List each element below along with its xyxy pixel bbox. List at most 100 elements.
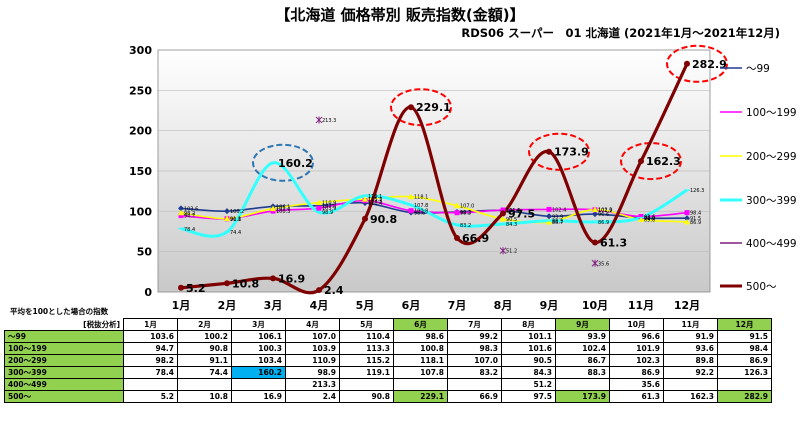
data-label: 92.2 [644,216,655,222]
data-point [638,216,644,223]
data-label: 100.3 [276,209,290,215]
table-cell: 5.2 [123,390,178,403]
table-column-header: 1月 [123,318,178,331]
data-point [408,193,414,200]
table-cell: 93.9 [555,330,610,343]
table-cell: 91.1 [177,354,232,367]
legend-label: 300～399 [746,195,797,207]
data-label: 98.2 [184,211,195,217]
data-label: 110.9 [322,201,336,207]
table-column-header: 12月 [717,318,772,331]
data-label: 66.9 [462,232,489,245]
table-cell [717,378,772,391]
data-label: 103.9 [322,206,336,212]
table-cell: 101.9 [609,342,664,355]
table-cell: 2.4 [285,390,340,403]
table-cell: 90.5 [501,354,556,367]
data-label: 101.6 [506,208,520,214]
data-label: 103.4 [276,207,290,213]
table-cell: 94.7 [123,342,178,355]
table-cell: 110.9 [285,354,340,367]
x-tick-label: 9月 [540,299,559,312]
table-cell: 106.1 [231,330,286,343]
table-cell [555,378,610,391]
data-label: 107.8 [414,203,428,209]
table-cell: 113.3 [339,342,394,355]
line-chart: 0 50 100 150 200 250 300 1月 2月 3月 4月 5月 6月 7月 8月 9月 10月… [129,44,797,312]
table-row-label: 500～ [4,390,124,403]
table-cell: 86.9 [609,366,664,379]
table-row-label: ～99 [4,330,124,343]
table-row-label: 200～299 [4,354,124,367]
table-cell [339,378,394,391]
data-point [546,148,552,155]
table-cell: 86.7 [555,354,610,367]
table-cell [393,378,448,391]
data-label: 51.2 [506,249,517,255]
data-point [546,213,552,220]
table-cell: 86.9 [717,354,772,367]
x-tick-label: 10月 [582,299,608,312]
table-cell: 282.9 [717,390,772,403]
data-point [638,213,644,219]
data-point [684,218,690,225]
data-label: 35.6 [598,261,609,267]
highlight-circle [252,143,314,182]
table-column-header: 10月 [609,318,664,331]
data-point [270,208,276,214]
table-row: 400～499 213.3 51.2 35.6 [4,378,772,391]
table-cell: 103.6 [123,330,178,343]
data-label: 91.5 [690,216,701,222]
table-cell: 16.9 [231,390,286,403]
data-point [499,247,507,255]
table-cell: 103.4 [231,354,286,367]
table-cell: 173.9 [555,390,610,403]
data-label: 126.3 [690,188,704,194]
data-point [454,235,460,242]
table-cell: 118.1 [393,354,448,367]
table-row: 300～399 78.4 74.4 160.2 98.9 119.1 107.8 83.2 84… [4,366,772,379]
data-point [592,239,598,246]
table-column-header: 7月 [447,318,502,331]
legend-label: ～99 [746,63,770,75]
data-point [684,60,690,67]
table-note-index: 平均を100とした場合の指数 [10,307,109,316]
table-column-header: 5月 [339,318,394,331]
data-label: 162.3 [646,155,681,168]
table-cell: 66.9 [447,390,502,403]
table-cell: 229.1 [393,390,448,403]
data-label: 102.4 [552,207,566,213]
table-cell: 100.3 [231,342,286,355]
data-point [362,215,368,222]
data-label: 100.2 [230,209,244,215]
table-cell: 126.3 [717,366,772,379]
y-tick-label: 50 [137,246,153,259]
table-cell: 98.2 [123,354,178,367]
data-label: 16.9 [278,272,305,285]
data-label: 119.1 [368,194,382,200]
data-label: 97.5 [508,207,535,220]
table-cell: 107.0 [447,354,502,367]
chart-title: 【北海道 価格帯別 販売指数(金額)】 [275,6,525,24]
table-cell: 93.6 [663,342,718,355]
data-point [315,116,323,124]
data-label: 96.6 [598,212,609,218]
table-cell: 83.2 [447,366,502,379]
data-label: 107.0 [322,204,336,210]
highlight-circle [666,44,728,83]
highlight-circle [620,142,682,181]
data-label: 93.6 [644,214,655,220]
y-tick-label: 100 [129,205,152,218]
data-label: 115.2 [368,197,382,203]
data-label: 10.8 [232,277,259,290]
table-cell: 99.2 [447,330,502,343]
table-cell: 100.2 [177,330,232,343]
data-label: 83.2 [460,223,471,229]
table-note-tax: [税抜分析] [4,318,124,331]
table-header-row: [税抜分析] 1月 2月 3月 4月 5月 6月 7月 8月 9月 10月 11月 12月 [4,318,772,331]
data-point [224,208,230,215]
data-label: 90.8 [230,217,241,223]
data-point [270,205,276,212]
data-label: 118.1 [414,195,428,201]
chart-subtitle: RDS06 スーパー 01 北海道 (2021年1月～2021年12月) [461,26,780,40]
